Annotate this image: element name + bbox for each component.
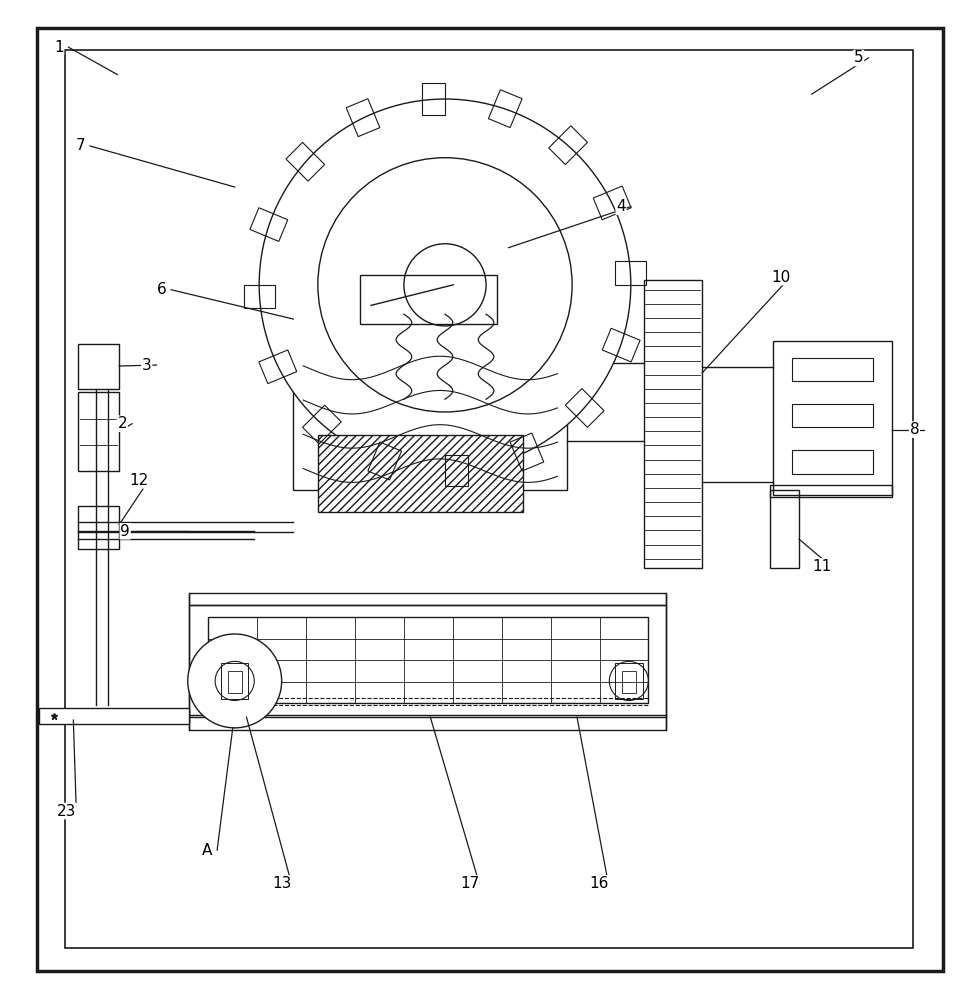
Text: 6: 6	[156, 282, 166, 297]
Text: 6: 6	[156, 282, 166, 297]
Text: 4: 4	[616, 199, 625, 214]
Text: 11: 11	[811, 559, 830, 574]
Bar	[78, 344, 119, 389]
Text: 11: 11	[811, 559, 830, 574]
Bar	[360, 275, 496, 324]
Text: 3: 3	[142, 358, 151, 373]
Bar	[769, 490, 798, 568]
Text: 8: 8	[909, 422, 918, 437]
Text: 10: 10	[770, 270, 789, 285]
Text: 13: 13	[272, 876, 291, 891]
Text: 8: 8	[909, 422, 918, 437]
Text: 1: 1	[54, 40, 64, 55]
Text: 23: 23	[57, 804, 76, 819]
Bar	[791, 450, 871, 474]
Bar	[791, 404, 871, 427]
Circle shape	[259, 99, 630, 471]
Text: 3: 3	[142, 358, 151, 373]
Text: 4: 4	[616, 199, 625, 214]
Bar	[189, 593, 665, 605]
Bar	[643, 280, 701, 568]
Text: 5: 5	[853, 50, 863, 65]
Text: 12: 12	[129, 473, 149, 488]
Bar	[189, 715, 665, 730]
Bar	[791, 358, 871, 381]
Text: 13: 13	[272, 876, 291, 891]
Text: 16: 16	[588, 876, 608, 891]
Bar	[221, 663, 248, 699]
Bar	[318, 435, 523, 512]
Bar	[64, 50, 913, 948]
Text: A: A	[202, 843, 212, 858]
Text: 2: 2	[117, 416, 127, 431]
Bar	[39, 708, 189, 724]
Text: 16: 16	[588, 876, 608, 891]
Text: 17: 17	[459, 876, 479, 891]
Bar	[208, 617, 648, 703]
Text: 17: 17	[459, 876, 479, 891]
Text: 9: 9	[120, 524, 130, 539]
Text: 10: 10	[770, 270, 789, 285]
Bar	[772, 341, 891, 495]
Text: 12: 12	[129, 473, 149, 488]
Text: 7: 7	[75, 138, 85, 153]
Text: 1: 1	[54, 40, 64, 55]
Bar	[293, 314, 567, 490]
Text: 23: 23	[57, 804, 76, 819]
Bar	[621, 671, 635, 693]
Text: 5: 5	[853, 50, 863, 65]
Circle shape	[188, 634, 281, 728]
Text: 9: 9	[120, 524, 130, 539]
Bar	[228, 671, 241, 693]
Bar	[769, 485, 891, 497]
Bar	[78, 506, 119, 549]
Bar	[189, 605, 665, 717]
Text: 7: 7	[75, 138, 85, 153]
Bar	[615, 663, 642, 699]
Text: 2: 2	[117, 416, 127, 431]
Text: A: A	[202, 843, 212, 858]
Bar	[78, 392, 119, 471]
